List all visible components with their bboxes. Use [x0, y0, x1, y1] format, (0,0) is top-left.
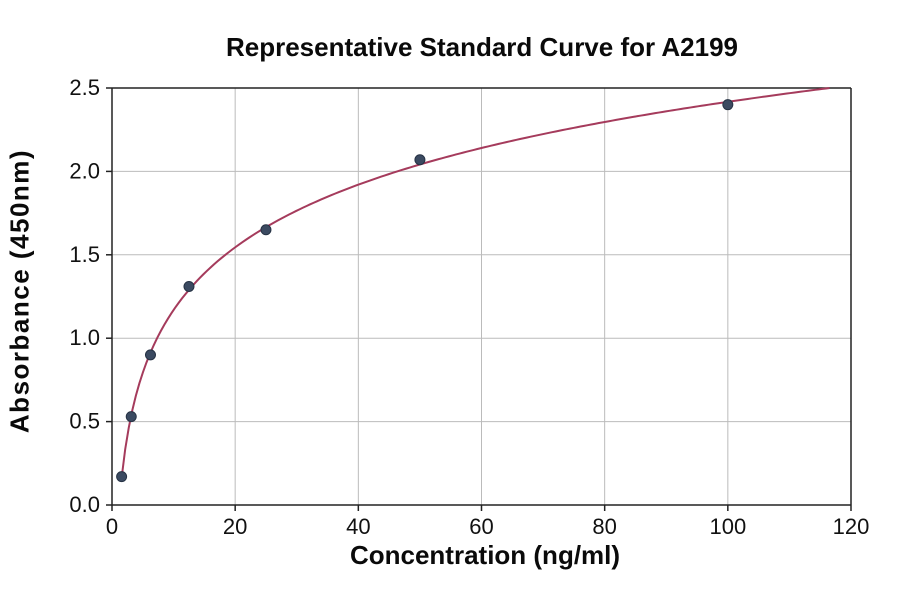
svg-text:60: 60 [469, 514, 493, 539]
svg-text:40: 40 [346, 514, 370, 539]
svg-text:0: 0 [106, 514, 118, 539]
svg-text:80: 80 [592, 514, 616, 539]
svg-text:0.0: 0.0 [69, 492, 100, 517]
svg-text:20: 20 [223, 514, 247, 539]
svg-text:1.0: 1.0 [69, 325, 100, 350]
svg-text:100: 100 [709, 514, 746, 539]
svg-text:2.0: 2.0 [69, 158, 100, 183]
svg-text:1.5: 1.5 [69, 242, 100, 267]
svg-text:0.5: 0.5 [69, 409, 100, 434]
svg-text:2.5: 2.5 [69, 75, 100, 100]
svg-text:120: 120 [833, 514, 870, 539]
